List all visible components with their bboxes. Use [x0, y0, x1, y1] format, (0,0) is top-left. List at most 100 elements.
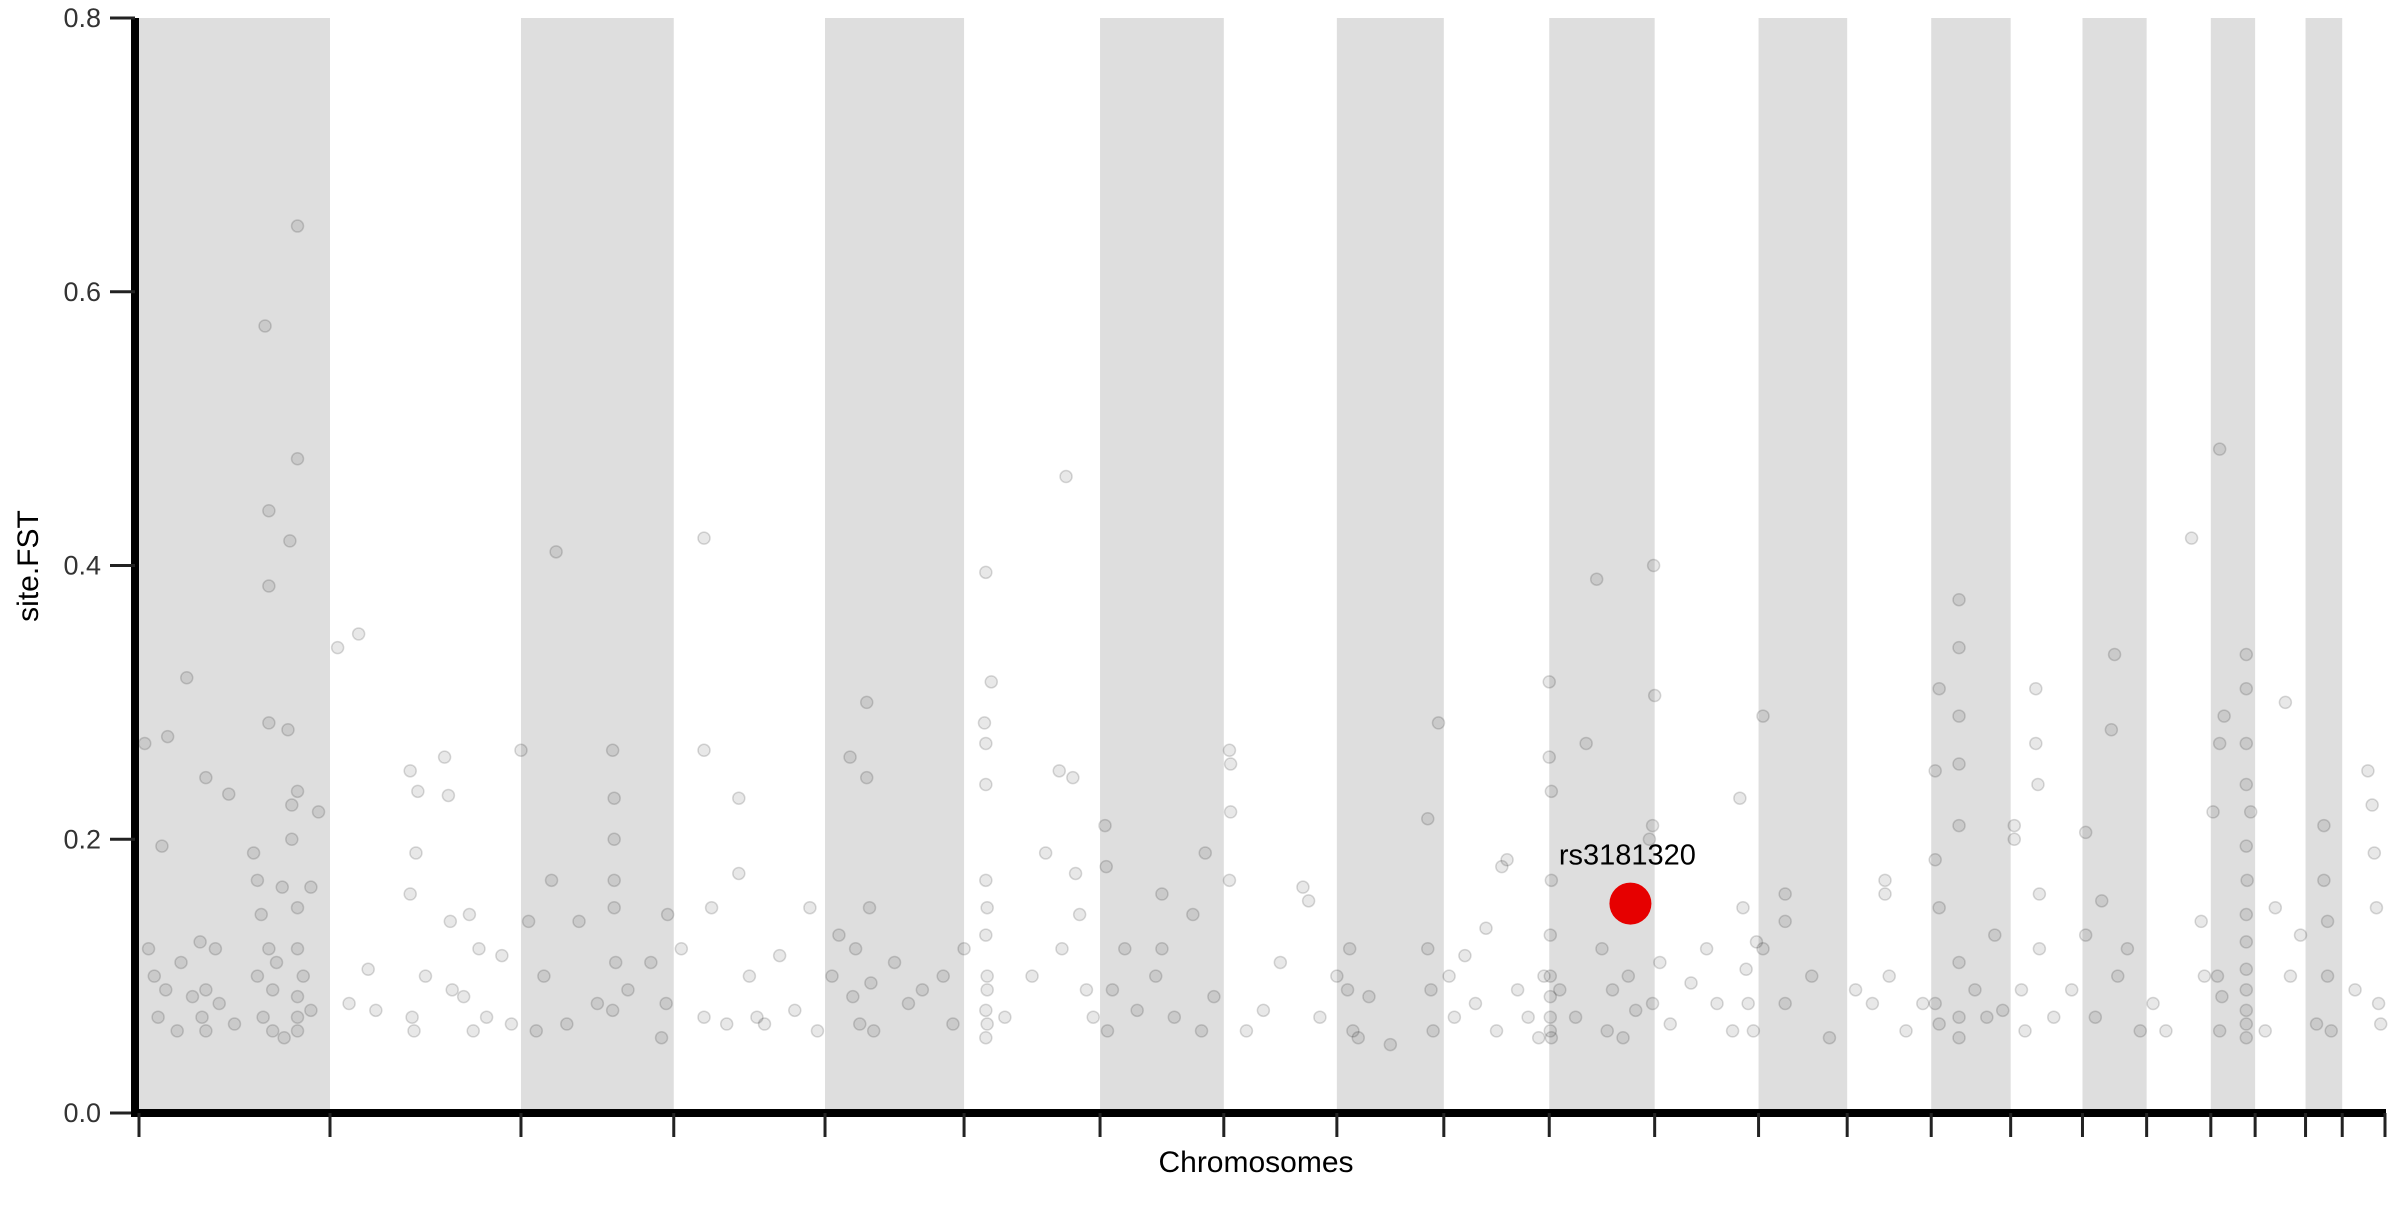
snp-point — [607, 791, 621, 805]
snp-point — [1756, 942, 1770, 956]
snp-point — [256, 1010, 270, 1024]
snp-point — [1468, 996, 1483, 1011]
snp-point — [2032, 887, 2047, 901]
chromosome-band-9 — [1336, 18, 1444, 1113]
snp-point — [2373, 1017, 2388, 1031]
snp-point — [514, 743, 528, 758]
snp-point — [2197, 969, 2212, 983]
snp-point — [443, 914, 458, 929]
y-tick-label: 0.0 — [63, 1098, 101, 1128]
snp-point — [1500, 853, 1514, 867]
snp-point — [208, 942, 223, 956]
snp-point — [1932, 1017, 1946, 1031]
snp-point — [2239, 839, 2254, 853]
snp-point — [1068, 866, 1083, 881]
chromosome-band-17 — [2082, 18, 2147, 1113]
snp-point — [979, 777, 993, 792]
snp-point — [1362, 989, 1376, 1004]
snp-point — [732, 791, 746, 805]
snp-point — [979, 928, 993, 942]
snp-point — [199, 983, 213, 997]
snp-point — [330, 640, 345, 655]
snp-point — [848, 942, 863, 956]
snp-point — [825, 969, 839, 983]
chromosome-band-21 — [2305, 18, 2343, 1113]
snp-point — [227, 1017, 242, 1031]
snp-point — [979, 873, 993, 888]
snp-point — [290, 784, 305, 799]
snp-point — [1105, 983, 1120, 997]
snp-point — [1589, 572, 1604, 586]
snp-point — [2078, 928, 2093, 942]
snp-point — [1621, 969, 1636, 983]
snp-point — [846, 989, 860, 1004]
snp-point — [2369, 900, 2384, 915]
snp-point — [2239, 907, 2254, 922]
snp-point — [2078, 825, 2093, 840]
snp-point — [275, 880, 289, 894]
snp-point — [980, 969, 994, 983]
snp-point — [1952, 818, 1966, 833]
snp-point — [1098, 818, 1112, 833]
snp-point — [1426, 1024, 1440, 1038]
snp-point — [2283, 969, 2298, 983]
snp-point — [544, 873, 559, 888]
snp-point — [441, 788, 456, 803]
snp-point — [2029, 736, 2043, 751]
snp-point — [262, 579, 276, 593]
snp-point — [2239, 962, 2254, 977]
snp-point — [1739, 962, 1753, 977]
snp-point — [1543, 1010, 1558, 1024]
chromosome-bands — [139, 18, 2343, 1113]
snp-point — [1301, 894, 1316, 908]
snp-point — [2120, 942, 2135, 956]
snp-point — [1543, 1024, 1558, 1038]
snp-point — [607, 900, 621, 915]
snp-point — [466, 1024, 480, 1038]
snp-point — [351, 627, 366, 641]
snp-point — [504, 1017, 519, 1031]
snp-point — [697, 743, 711, 758]
snp-point — [2212, 736, 2227, 751]
snp-point — [158, 983, 173, 997]
snp-point — [1194, 1024, 1209, 1038]
snp-point — [1167, 1010, 1182, 1024]
snp-point — [1733, 791, 1747, 805]
snp-point — [644, 955, 658, 970]
snp-point — [199, 770, 213, 785]
snp-point — [2029, 681, 2043, 696]
snp-point — [529, 1024, 544, 1038]
snp-point — [887, 955, 902, 970]
snp-point — [1646, 558, 1661, 573]
snp-point — [246, 846, 261, 860]
snp-point — [1542, 675, 1556, 689]
snp-point — [2268, 900, 2283, 915]
snp-point — [2194, 914, 2208, 929]
snp-point — [1736, 900, 1750, 915]
snp-point — [936, 969, 950, 983]
snp-point — [674, 942, 689, 956]
y-tick-label: 0.8 — [63, 3, 101, 33]
snp-point — [1928, 996, 1942, 1011]
snp-point — [1223, 757, 1238, 771]
snp-point — [2239, 647, 2254, 662]
snp-point — [1928, 853, 1942, 867]
snp-point — [1878, 873, 1892, 888]
snp-point — [1995, 1003, 2010, 1018]
snp-point — [342, 996, 356, 1011]
snp-point — [151, 1010, 165, 1024]
snp-point — [1537, 969, 1551, 983]
snp-point — [1099, 859, 1113, 874]
snp-point — [1155, 942, 1169, 956]
snp-point — [1072, 907, 1087, 922]
snp-point — [590, 996, 605, 1011]
snp-point — [2215, 989, 2229, 1004]
snp-point — [2239, 1030, 2254, 1045]
snp-point — [2217, 709, 2231, 723]
snp-point — [369, 1003, 383, 1018]
snp-point — [853, 1017, 867, 1031]
snp-point — [1383, 1037, 1398, 1052]
snp-point — [2107, 647, 2122, 662]
snp-point — [998, 1010, 1012, 1024]
snp-point — [281, 723, 295, 737]
